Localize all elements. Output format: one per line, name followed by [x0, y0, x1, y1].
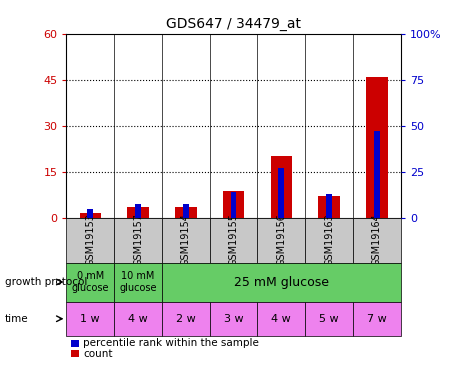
Text: 0 mM
glucose: 0 mM glucose	[71, 272, 109, 293]
Bar	[127, 207, 149, 218]
Bar	[162, 217, 210, 262]
Text: GSM19157: GSM19157	[133, 213, 143, 267]
Text: 4 w: 4 w	[272, 314, 291, 324]
Text: GSM19153: GSM19153	[85, 214, 95, 266]
Bar	[135, 204, 141, 218]
Bar	[87, 209, 93, 218]
Text: 3 w: 3 w	[224, 314, 243, 324]
Bar	[223, 192, 244, 217]
Text: GSM19156: GSM19156	[276, 214, 286, 266]
Title: GDS647 / 34479_at: GDS647 / 34479_at	[166, 17, 301, 32]
Bar	[353, 302, 401, 336]
Bar	[257, 217, 305, 262]
Text: 1 w: 1 w	[81, 314, 100, 324]
Bar	[71, 350, 79, 357]
Bar	[114, 302, 162, 336]
Bar	[271, 156, 292, 218]
Bar	[305, 217, 353, 262]
Text: 2 w: 2 w	[176, 314, 196, 324]
Bar	[162, 302, 210, 336]
Text: 5 w: 5 w	[319, 314, 339, 324]
Bar	[318, 196, 340, 217]
Bar	[66, 302, 114, 336]
Text: GSM19163: GSM19163	[324, 214, 334, 266]
Bar	[71, 340, 79, 347]
Bar	[114, 217, 162, 262]
Text: time: time	[5, 314, 28, 324]
Text: 7 w: 7 w	[367, 314, 387, 324]
Text: percentile rank within the sample: percentile rank within the sample	[83, 339, 259, 348]
Text: 25 mM glucose: 25 mM glucose	[234, 276, 329, 289]
Bar	[210, 217, 257, 262]
Bar	[353, 217, 401, 262]
Text: GSM19154: GSM19154	[181, 214, 191, 266]
Text: GSM19164: GSM19164	[372, 214, 382, 266]
Bar	[66, 217, 114, 262]
Bar	[366, 76, 387, 218]
Text: GSM19155: GSM19155	[229, 213, 239, 267]
Bar	[175, 207, 196, 218]
Bar	[162, 262, 401, 302]
Text: 10 mM
glucose: 10 mM glucose	[119, 272, 157, 293]
Bar	[326, 194, 332, 217]
Bar	[80, 213, 101, 217]
Bar	[183, 204, 189, 218]
Bar	[66, 262, 114, 302]
Text: growth protocol: growth protocol	[5, 277, 87, 287]
Bar	[278, 168, 284, 217]
Bar	[114, 262, 162, 302]
Text: count: count	[83, 349, 112, 358]
Text: 4 w: 4 w	[128, 314, 148, 324]
Bar	[210, 302, 257, 336]
Bar	[257, 302, 305, 336]
Bar	[305, 302, 353, 336]
Bar	[374, 131, 380, 218]
Bar	[231, 192, 236, 217]
